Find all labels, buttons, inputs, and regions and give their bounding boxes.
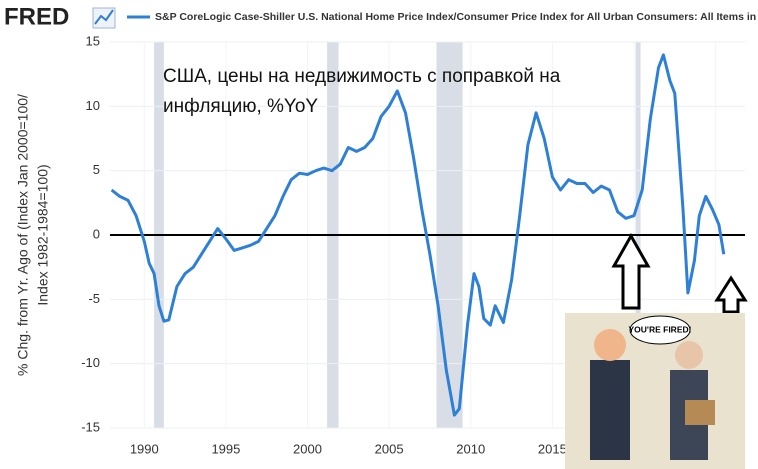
x-tick-label: 2010 (456, 441, 485, 456)
brand: FRED (4, 3, 69, 30)
box (685, 400, 715, 425)
figure (590, 360, 630, 460)
x-tick-label: 1995 (211, 441, 240, 456)
y-tick-label: -10 (81, 355, 100, 370)
legend-title: S&P CoreLogic Case-Shiller U.S. National… (155, 11, 758, 23)
x-tick-label: 2005 (375, 441, 404, 456)
y-tick-label: -15 (81, 419, 100, 434)
arrow (611, 232, 651, 310)
annotation: инфляцию, %YoY (163, 96, 318, 117)
figure-head (594, 329, 626, 361)
y-axis-label: % Chg. from Yr. Ago of (Index Jan 2000=1… (15, 94, 31, 376)
y-tick-label: 10 (86, 98, 100, 113)
arrow (714, 275, 748, 314)
x-tick-label: 2000 (293, 441, 322, 456)
x-tick-label: 2015 (538, 441, 567, 456)
speech-bubble (629, 315, 691, 345)
y-tick-label: 0 (93, 226, 100, 241)
y-tick-label: 15 (86, 33, 100, 48)
cartoon-text: YOU'RE FIRED! (629, 324, 692, 334)
y-tick-label: -5 (88, 291, 100, 306)
figure-head (675, 341, 703, 369)
series-line (110, 53, 726, 417)
y-axis-label: Index 1982-1984=100) (35, 164, 51, 305)
x-tick-label: 1990 (130, 441, 159, 456)
cartoon: YOU'RE FIRED! (565, 313, 745, 469)
logo-line (94, 9, 114, 25)
annotation: США, цены на недвижимость с поправкой на (163, 66, 561, 87)
y-tick-label: 5 (93, 162, 100, 177)
